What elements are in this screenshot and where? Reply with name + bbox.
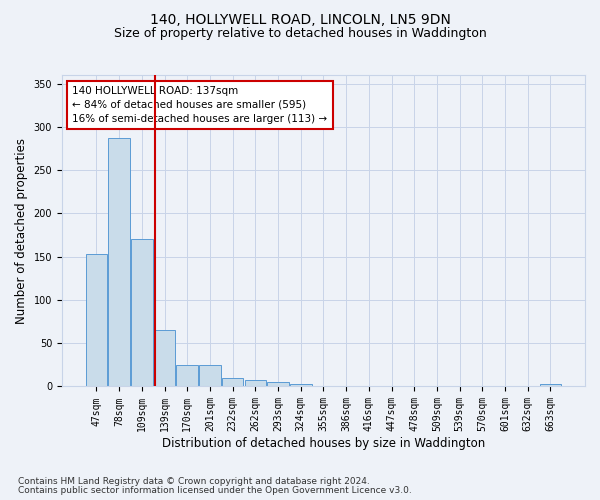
X-axis label: Distribution of detached houses by size in Waddington: Distribution of detached houses by size … <box>162 437 485 450</box>
Bar <box>154 330 175 386</box>
Bar <box>539 384 561 386</box>
Bar <box>290 384 311 386</box>
Bar <box>131 240 152 386</box>
Bar <box>176 365 198 386</box>
Bar <box>222 378 244 386</box>
Bar <box>245 380 266 386</box>
Text: Size of property relative to detached houses in Waddington: Size of property relative to detached ho… <box>113 28 487 40</box>
Y-axis label: Number of detached properties: Number of detached properties <box>15 138 28 324</box>
Text: 140 HOLLYWELL ROAD: 137sqm
← 84% of detached houses are smaller (595)
16% of sem: 140 HOLLYWELL ROAD: 137sqm ← 84% of deta… <box>73 86 328 124</box>
Bar <box>267 382 289 386</box>
Text: Contains HM Land Registry data © Crown copyright and database right 2024.: Contains HM Land Registry data © Crown c… <box>18 477 370 486</box>
Bar <box>199 365 221 386</box>
Bar <box>86 254 107 386</box>
Text: 140, HOLLYWELL ROAD, LINCOLN, LN5 9DN: 140, HOLLYWELL ROAD, LINCOLN, LN5 9DN <box>149 12 451 26</box>
Text: Contains public sector information licensed under the Open Government Licence v3: Contains public sector information licen… <box>18 486 412 495</box>
Bar <box>109 138 130 386</box>
